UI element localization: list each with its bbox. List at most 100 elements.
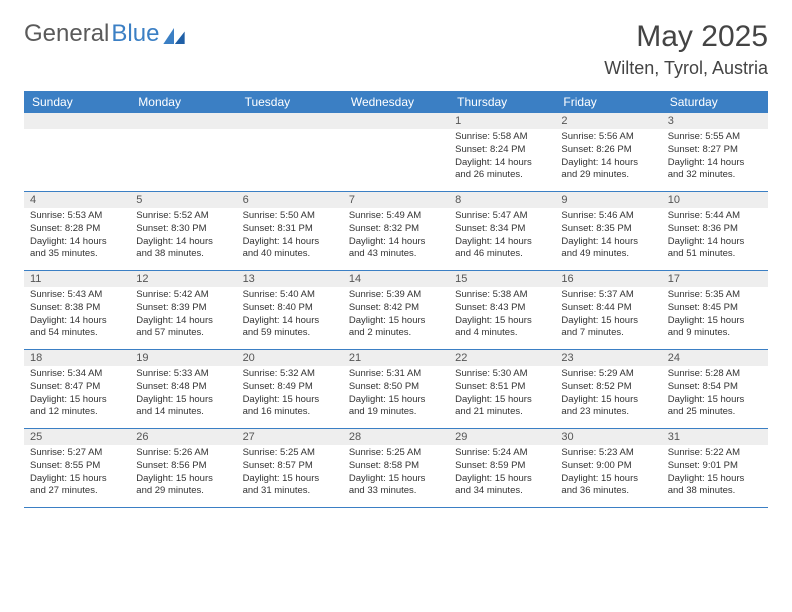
sunrise-text: Sunrise: 5:52 AM bbox=[136, 210, 230, 223]
sunrise-text: Sunrise: 5:31 AM bbox=[349, 368, 443, 381]
daylight-text: Daylight: 14 hours and 29 minutes. bbox=[561, 157, 655, 183]
day-cell: 16Sunrise: 5:37 AMSunset: 8:44 PMDayligh… bbox=[555, 271, 661, 349]
week-row: 18Sunrise: 5:34 AMSunset: 8:47 PMDayligh… bbox=[24, 350, 768, 429]
weekday-sunday: Sunday bbox=[24, 91, 130, 113]
sunrise-text: Sunrise: 5:47 AM bbox=[455, 210, 549, 223]
daylight-text: Daylight: 15 hours and 14 minutes. bbox=[136, 394, 230, 420]
day-body: Sunrise: 5:55 AMSunset: 8:27 PMDaylight:… bbox=[662, 129, 768, 186]
daylight-text: Daylight: 14 hours and 35 minutes. bbox=[30, 236, 124, 262]
day-body: Sunrise: 5:28 AMSunset: 8:54 PMDaylight:… bbox=[662, 366, 768, 423]
sunset-text: Sunset: 8:54 PM bbox=[668, 381, 762, 394]
day-number bbox=[237, 113, 343, 129]
day-body: Sunrise: 5:58 AMSunset: 8:24 PMDaylight:… bbox=[449, 129, 555, 186]
day-number: 28 bbox=[343, 429, 449, 445]
sunrise-text: Sunrise: 5:35 AM bbox=[668, 289, 762, 302]
sunset-text: Sunset: 8:42 PM bbox=[349, 302, 443, 315]
daylight-text: Daylight: 14 hours and 51 minutes. bbox=[668, 236, 762, 262]
sunrise-text: Sunrise: 5:43 AM bbox=[30, 289, 124, 302]
day-number: 16 bbox=[555, 271, 661, 287]
sunset-text: Sunset: 8:40 PM bbox=[243, 302, 337, 315]
day-cell bbox=[237, 113, 343, 191]
day-number: 7 bbox=[343, 192, 449, 208]
daylight-text: Daylight: 14 hours and 59 minutes. bbox=[243, 315, 337, 341]
sunrise-text: Sunrise: 5:27 AM bbox=[30, 447, 124, 460]
sunrise-text: Sunrise: 5:42 AM bbox=[136, 289, 230, 302]
day-body: Sunrise: 5:25 AMSunset: 8:57 PMDaylight:… bbox=[237, 445, 343, 502]
day-number: 29 bbox=[449, 429, 555, 445]
sunrise-text: Sunrise: 5:34 AM bbox=[30, 368, 124, 381]
day-cell: 4Sunrise: 5:53 AMSunset: 8:28 PMDaylight… bbox=[24, 192, 130, 270]
sunset-text: Sunset: 8:35 PM bbox=[561, 223, 655, 236]
sunrise-text: Sunrise: 5:26 AM bbox=[136, 447, 230, 460]
day-number: 6 bbox=[237, 192, 343, 208]
day-number: 15 bbox=[449, 271, 555, 287]
day-cell: 6Sunrise: 5:50 AMSunset: 8:31 PMDaylight… bbox=[237, 192, 343, 270]
day-cell: 13Sunrise: 5:40 AMSunset: 8:40 PMDayligh… bbox=[237, 271, 343, 349]
sunrise-text: Sunrise: 5:39 AM bbox=[349, 289, 443, 302]
day-body: Sunrise: 5:30 AMSunset: 8:51 PMDaylight:… bbox=[449, 366, 555, 423]
weekday-saturday: Saturday bbox=[662, 91, 768, 113]
daylight-text: Daylight: 14 hours and 32 minutes. bbox=[668, 157, 762, 183]
sunset-text: Sunset: 8:26 PM bbox=[561, 144, 655, 157]
sunset-text: Sunset: 8:55 PM bbox=[30, 460, 124, 473]
sunrise-text: Sunrise: 5:53 AM bbox=[30, 210, 124, 223]
day-number: 17 bbox=[662, 271, 768, 287]
day-cell: 29Sunrise: 5:24 AMSunset: 8:59 PMDayligh… bbox=[449, 429, 555, 507]
day-number: 22 bbox=[449, 350, 555, 366]
sunrise-text: Sunrise: 5:44 AM bbox=[668, 210, 762, 223]
day-cell: 1Sunrise: 5:58 AMSunset: 8:24 PMDaylight… bbox=[449, 113, 555, 191]
daylight-text: Daylight: 15 hours and 33 minutes. bbox=[349, 473, 443, 499]
sunrise-text: Sunrise: 5:40 AM bbox=[243, 289, 337, 302]
sunrise-text: Sunrise: 5:30 AM bbox=[455, 368, 549, 381]
sunrise-text: Sunrise: 5:38 AM bbox=[455, 289, 549, 302]
day-number: 19 bbox=[130, 350, 236, 366]
sunrise-text: Sunrise: 5:28 AM bbox=[668, 368, 762, 381]
day-number: 11 bbox=[24, 271, 130, 287]
daylight-text: Daylight: 15 hours and 23 minutes. bbox=[561, 394, 655, 420]
location: Wilten, Tyrol, Austria bbox=[604, 58, 768, 79]
sunset-text: Sunset: 8:50 PM bbox=[349, 381, 443, 394]
day-body: Sunrise: 5:25 AMSunset: 8:58 PMDaylight:… bbox=[343, 445, 449, 502]
day-body: Sunrise: 5:42 AMSunset: 8:39 PMDaylight:… bbox=[130, 287, 236, 344]
sunset-text: Sunset: 8:32 PM bbox=[349, 223, 443, 236]
sunrise-text: Sunrise: 5:55 AM bbox=[668, 131, 762, 144]
sunset-text: Sunset: 8:51 PM bbox=[455, 381, 549, 394]
day-body: Sunrise: 5:34 AMSunset: 8:47 PMDaylight:… bbox=[24, 366, 130, 423]
day-cell: 27Sunrise: 5:25 AMSunset: 8:57 PMDayligh… bbox=[237, 429, 343, 507]
day-cell: 7Sunrise: 5:49 AMSunset: 8:32 PMDaylight… bbox=[343, 192, 449, 270]
logo: GeneralBlue bbox=[24, 20, 185, 48]
daylight-text: Daylight: 15 hours and 19 minutes. bbox=[349, 394, 443, 420]
day-number: 3 bbox=[662, 113, 768, 129]
sunrise-text: Sunrise: 5:32 AM bbox=[243, 368, 337, 381]
day-cell: 25Sunrise: 5:27 AMSunset: 8:55 PMDayligh… bbox=[24, 429, 130, 507]
weekday-row: Sunday Monday Tuesday Wednesday Thursday… bbox=[24, 91, 768, 113]
day-cell: 23Sunrise: 5:29 AMSunset: 8:52 PMDayligh… bbox=[555, 350, 661, 428]
day-number: 26 bbox=[130, 429, 236, 445]
day-body: Sunrise: 5:29 AMSunset: 8:52 PMDaylight:… bbox=[555, 366, 661, 423]
week-row: 11Sunrise: 5:43 AMSunset: 8:38 PMDayligh… bbox=[24, 271, 768, 350]
day-cell: 20Sunrise: 5:32 AMSunset: 8:49 PMDayligh… bbox=[237, 350, 343, 428]
day-body: Sunrise: 5:35 AMSunset: 8:45 PMDaylight:… bbox=[662, 287, 768, 344]
day-number bbox=[130, 113, 236, 129]
sunrise-text: Sunrise: 5:33 AM bbox=[136, 368, 230, 381]
day-cell: 8Sunrise: 5:47 AMSunset: 8:34 PMDaylight… bbox=[449, 192, 555, 270]
day-number: 1 bbox=[449, 113, 555, 129]
daylight-text: Daylight: 14 hours and 46 minutes. bbox=[455, 236, 549, 262]
day-cell: 21Sunrise: 5:31 AMSunset: 8:50 PMDayligh… bbox=[343, 350, 449, 428]
daylight-text: Daylight: 15 hours and 16 minutes. bbox=[243, 394, 337, 420]
daylight-text: Daylight: 14 hours and 40 minutes. bbox=[243, 236, 337, 262]
sunrise-text: Sunrise: 5:25 AM bbox=[243, 447, 337, 460]
calendar-page: GeneralBlue May 2025 Wilten, Tyrol, Aust… bbox=[0, 0, 792, 528]
day-body: Sunrise: 5:47 AMSunset: 8:34 PMDaylight:… bbox=[449, 208, 555, 265]
sunset-text: Sunset: 8:48 PM bbox=[136, 381, 230, 394]
daylight-text: Daylight: 15 hours and 7 minutes. bbox=[561, 315, 655, 341]
daylight-text: Daylight: 14 hours and 26 minutes. bbox=[455, 157, 549, 183]
weekday-wednesday: Wednesday bbox=[343, 91, 449, 113]
day-number: 10 bbox=[662, 192, 768, 208]
day-body: Sunrise: 5:39 AMSunset: 8:42 PMDaylight:… bbox=[343, 287, 449, 344]
day-number: 23 bbox=[555, 350, 661, 366]
day-cell: 22Sunrise: 5:30 AMSunset: 8:51 PMDayligh… bbox=[449, 350, 555, 428]
day-cell: 19 Sunrise: 5:33 AMSunset: 8:48 PMDayligh… bbox=[130, 350, 236, 428]
day-body: Sunrise: 5:32 AMSunset: 8:49 PMDaylight:… bbox=[237, 366, 343, 423]
day-number: 27 bbox=[237, 429, 343, 445]
